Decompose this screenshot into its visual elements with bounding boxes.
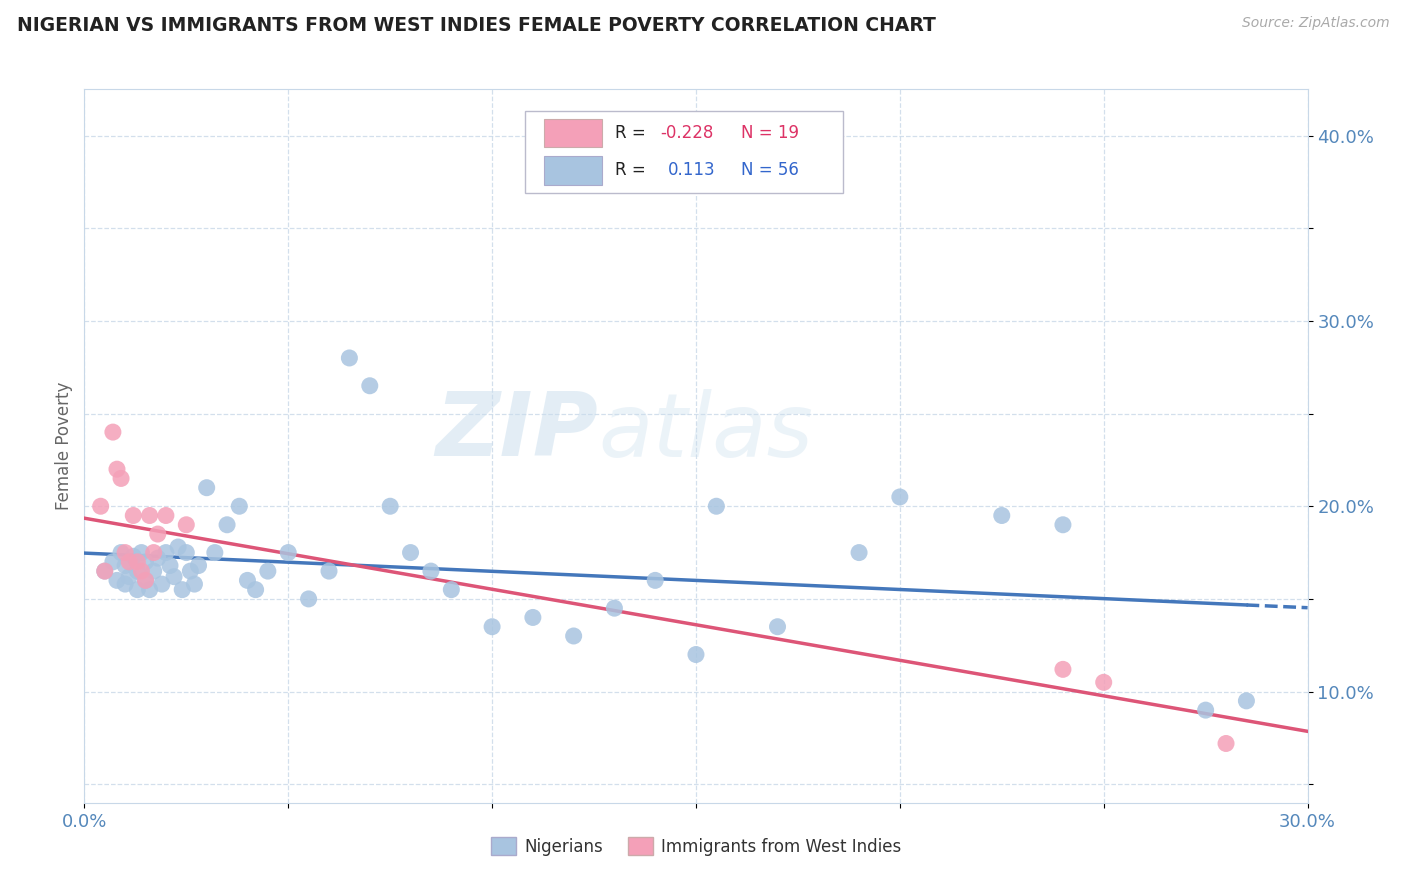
Point: [105, 574, 128, 588]
Point: [118, 555, 141, 569]
Point: [277, 545, 299, 559]
Point: [101, 425, 124, 439]
Point: [101, 555, 124, 569]
Point: [644, 574, 666, 588]
Point: [1195, 703, 1218, 717]
Point: [522, 610, 544, 624]
Point: [889, 490, 911, 504]
Point: [172, 582, 194, 597]
Text: N = 56: N = 56: [741, 161, 799, 179]
Point: [142, 564, 165, 578]
Point: [155, 545, 177, 559]
Point: [481, 620, 503, 634]
Point: [298, 591, 321, 606]
Point: [1236, 694, 1258, 708]
Point: [848, 545, 870, 559]
Point: [339, 351, 361, 365]
Point: [122, 549, 145, 564]
Point: [217, 517, 239, 532]
Point: [183, 577, 205, 591]
Point: [706, 500, 728, 514]
Point: [118, 569, 141, 583]
Point: [114, 558, 136, 573]
Point: [155, 508, 177, 523]
Point: [228, 500, 250, 514]
Point: [1052, 517, 1074, 532]
Y-axis label: Female Poverty: Female Poverty: [55, 382, 73, 510]
Point: [359, 378, 381, 392]
Point: [131, 564, 153, 578]
Text: R =: R =: [616, 161, 645, 179]
Point: [146, 551, 169, 566]
Point: [93, 564, 115, 578]
Point: [991, 508, 1014, 523]
FancyBboxPatch shape: [524, 111, 842, 193]
Point: [163, 569, 186, 583]
Point: [204, 545, 226, 559]
Point: [135, 574, 157, 588]
Point: [380, 500, 402, 514]
Point: [138, 508, 160, 523]
Text: N = 19: N = 19: [741, 124, 799, 142]
Point: [146, 527, 169, 541]
Point: [187, 558, 209, 573]
Point: [105, 462, 128, 476]
Point: [1052, 662, 1074, 676]
Point: [114, 577, 136, 591]
Point: [159, 558, 181, 573]
Point: [167, 540, 190, 554]
Point: [236, 574, 259, 588]
Point: [127, 555, 149, 569]
Point: [131, 545, 153, 559]
Point: [174, 517, 197, 532]
Point: [562, 629, 585, 643]
FancyBboxPatch shape: [544, 119, 602, 147]
Point: [174, 545, 197, 559]
Text: ZIP: ZIP: [436, 388, 598, 475]
Point: [142, 545, 165, 559]
Point: [257, 564, 280, 578]
Point: [1215, 737, 1237, 751]
Point: [150, 577, 173, 591]
Text: -0.228: -0.228: [661, 124, 714, 142]
Text: Source: ZipAtlas.com: Source: ZipAtlas.com: [1241, 16, 1389, 30]
Point: [135, 555, 157, 569]
Point: [110, 471, 132, 485]
Point: [399, 545, 422, 559]
Point: [603, 601, 626, 615]
Point: [1092, 675, 1115, 690]
Point: [138, 582, 160, 597]
Text: atlas: atlas: [598, 389, 813, 475]
FancyBboxPatch shape: [544, 156, 602, 185]
Point: [114, 545, 136, 559]
Text: R =: R =: [616, 124, 645, 142]
Point: [90, 500, 112, 514]
Point: [318, 564, 340, 578]
Point: [127, 582, 149, 597]
Point: [93, 564, 115, 578]
Point: [122, 508, 145, 523]
Point: [440, 582, 463, 597]
Point: [245, 582, 267, 597]
Text: NIGERIAN VS IMMIGRANTS FROM WEST INDIES FEMALE POVERTY CORRELATION CHART: NIGERIAN VS IMMIGRANTS FROM WEST INDIES …: [17, 16, 936, 35]
Point: [420, 564, 443, 578]
Point: [135, 574, 157, 588]
Legend: Nigerians, Immigrants from West Indies: Nigerians, Immigrants from West Indies: [484, 830, 908, 863]
Point: [110, 545, 132, 559]
Text: 0.113: 0.113: [668, 161, 716, 179]
Point: [195, 481, 218, 495]
Point: [766, 620, 789, 634]
Point: [127, 564, 149, 578]
Point: [685, 648, 707, 662]
Point: [179, 564, 201, 578]
